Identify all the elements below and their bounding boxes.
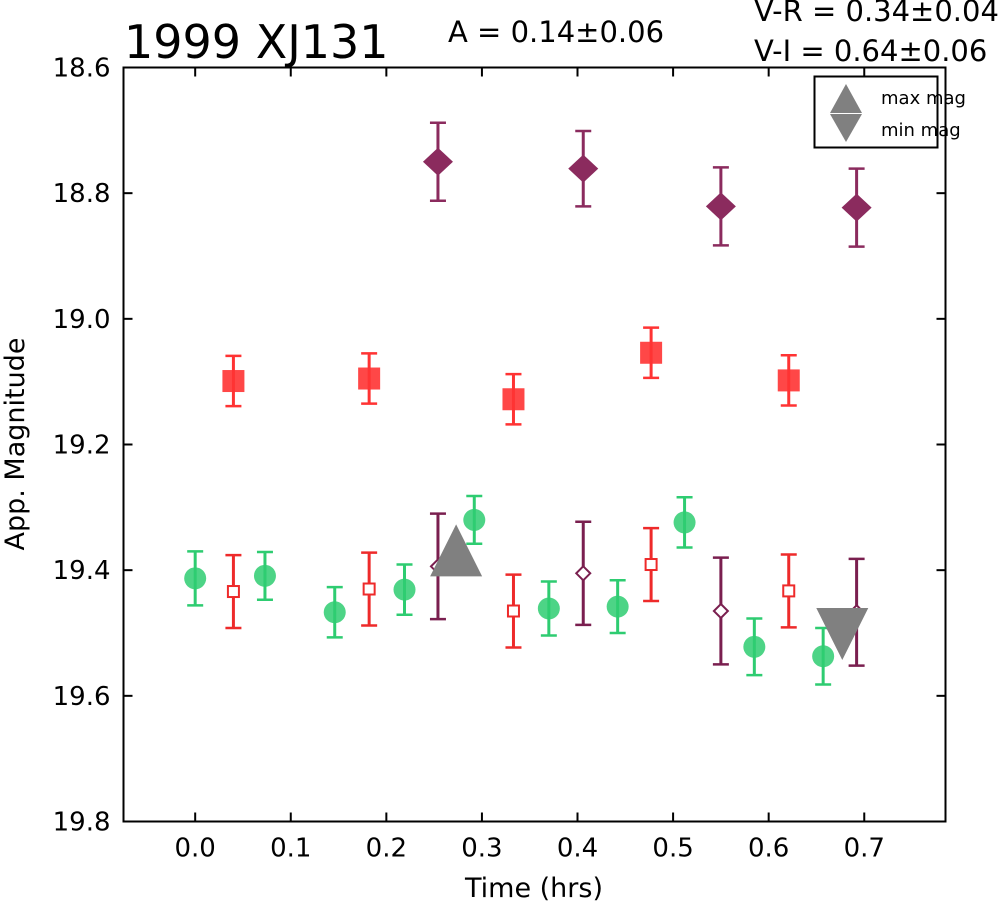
diamond-marker [568, 154, 599, 183]
x-axis-label: Time (hrs) [464, 873, 603, 904]
data-point-circle [606, 578, 629, 635]
data-point-circle [463, 494, 486, 546]
y-tick-label: 18.6 [53, 54, 111, 84]
circle-marker [743, 635, 766, 658]
min-mag-triangle [816, 608, 869, 660]
square-marker [640, 341, 663, 364]
open-diamond-marker [712, 602, 730, 620]
data-point-circle [184, 550, 207, 607]
square-marker [358, 367, 381, 390]
circle-marker [184, 567, 207, 590]
v-r-color-annotation: V-R = 0.34±0.04 [754, 0, 999, 28]
data-point-diamond-open [574, 520, 592, 627]
data-point-circle [673, 496, 696, 549]
diamond-marker [422, 147, 453, 176]
y-axis-label: App. Magnitude [0, 338, 31, 551]
open-square-marker [362, 582, 376, 596]
x-tick-label: 0.0 [175, 834, 216, 864]
data-point-square-open [780, 553, 797, 629]
data-point-square-open [643, 526, 660, 603]
x-tick-label: 0.5 [652, 834, 693, 864]
data-point-circle [537, 580, 560, 637]
data-point-square [502, 372, 525, 426]
plot-frame [122, 66, 947, 823]
open-square-marker [506, 604, 520, 618]
data-point-diamond [705, 166, 736, 247]
circle-marker [323, 601, 346, 624]
y-tick-label: 19.0 [53, 305, 111, 335]
x-tick-label: 0.4 [557, 834, 598, 864]
open-square-marker [782, 584, 796, 598]
data-point-square [358, 352, 381, 405]
legend-triangle-up-icon [830, 84, 862, 113]
circle-marker [812, 645, 835, 668]
data-point-diamond [422, 121, 453, 202]
data-point-square [222, 354, 245, 408]
max-mag-triangle [430, 524, 483, 577]
data-point-circle [743, 617, 766, 677]
x-tick-label: 0.7 [844, 834, 885, 864]
x-tick-label: 0.1 [270, 834, 311, 864]
legend: max mag min mag [813, 75, 966, 149]
data-point-circle [323, 585, 346, 639]
x-tick-label: 0.2 [366, 834, 407, 864]
y-tick-label: 19.6 [53, 682, 111, 712]
x-tick-label: 0.3 [461, 834, 502, 864]
data-point-diamond [568, 129, 599, 208]
y-tick-label: 19.8 [53, 808, 111, 838]
data-point-square [777, 354, 800, 407]
legend-label-max: max mag [881, 88, 966, 109]
square-marker [502, 388, 525, 411]
open-square-marker [644, 558, 658, 572]
open-square-marker [226, 585, 240, 599]
diamond-marker [841, 193, 872, 222]
circle-marker [253, 564, 276, 587]
square-marker [222, 370, 245, 393]
circle-marker [393, 578, 416, 601]
circle-marker [463, 508, 486, 531]
data-point-square-open [361, 551, 378, 627]
circle-marker [673, 511, 696, 534]
data-points-layer [184, 121, 872, 686]
circle-marker [606, 595, 629, 618]
data-point-diamond [841, 167, 872, 248]
chart-title: 1999 XJ131 [124, 15, 389, 69]
circle-marker [537, 597, 560, 620]
data-point-diamond-open [712, 556, 730, 666]
data-point-square [640, 326, 663, 380]
data-point-circle [393, 563, 416, 617]
y-tick-label: 19.2 [53, 431, 111, 461]
legend-triangle-down-icon [830, 114, 862, 142]
legend-label-min: min mag [881, 120, 961, 141]
axis-ticks-layer: 0.0 0.1 0.2 0.3 0.4 0.5 0.6 0.7 18.6 18.8 19.0 19.2… [53, 54, 946, 864]
data-point-circle [253, 550, 276, 601]
x-tick-label: 0.6 [748, 834, 789, 864]
diamond-marker [705, 192, 736, 221]
data-point-square-open [225, 553, 242, 630]
y-tick-label: 18.8 [53, 179, 111, 209]
amplitude-annotation: A = 0.14±0.06 [448, 15, 664, 49]
y-tick-label: 19.4 [53, 556, 111, 586]
square-marker [777, 369, 800, 392]
data-point-square-open [505, 573, 522, 649]
open-diamond-marker [574, 564, 592, 582]
v-i-color-annotation: V-I = 0.64±0.06 [754, 34, 987, 68]
